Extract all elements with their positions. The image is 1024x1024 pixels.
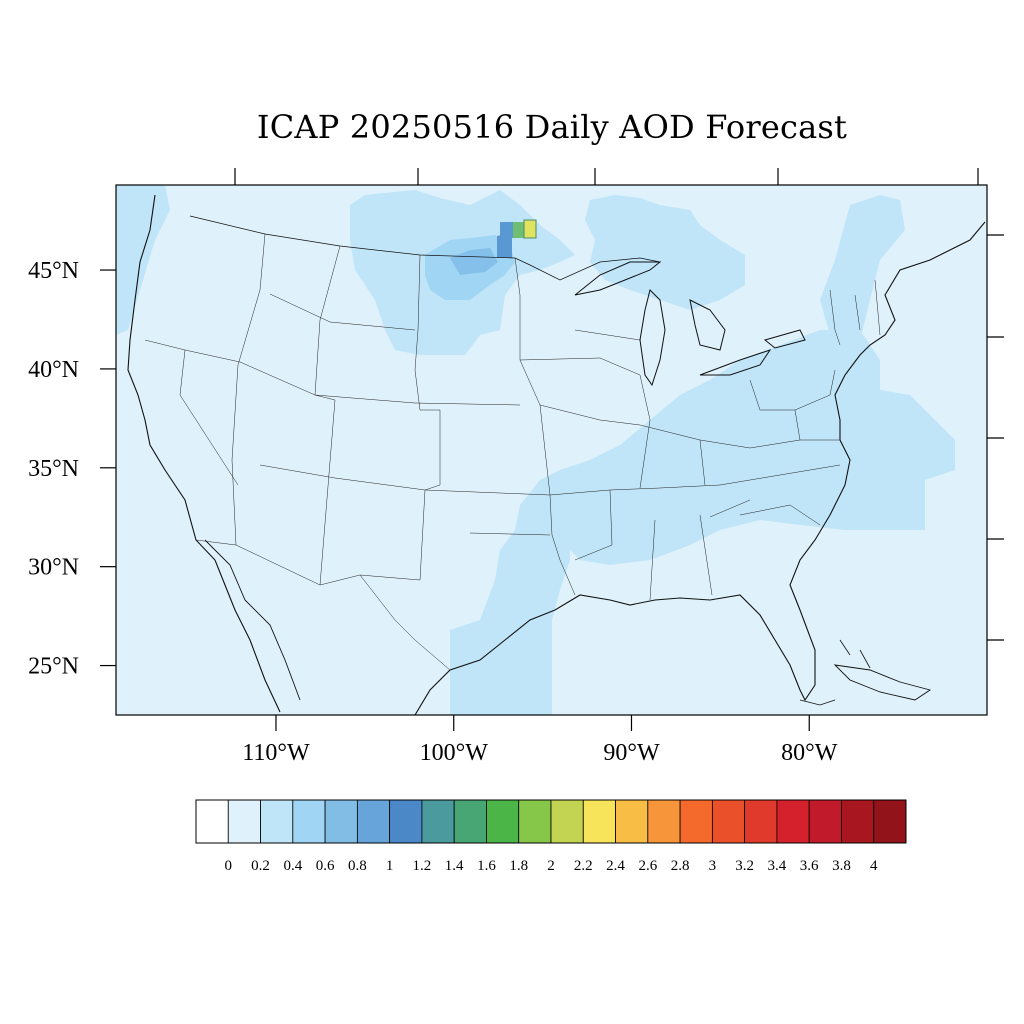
colorbar-swatch bbox=[389, 799, 423, 844]
gulf-coast bbox=[414, 221, 986, 715]
lon-tick-label: 90°W bbox=[603, 740, 660, 766]
lat-tick-label: 45°N bbox=[28, 258, 79, 284]
lat-tick-label: 35°N bbox=[28, 456, 79, 482]
colorbar-swatch bbox=[292, 799, 326, 844]
colorbar-swatch bbox=[486, 799, 520, 844]
aod-region-dakotas-core bbox=[450, 248, 498, 275]
lake-erie bbox=[699, 349, 772, 376]
colorbar: 0 0.2 0.4 0.6 0.8 1 1.2 1.4 1.6 1.8 2 2.2 2.4 2.6 2.8 3… bbox=[195, 799, 907, 874]
lake-ontario bbox=[763, 329, 806, 349]
aod-region-hotspot-green bbox=[513, 222, 524, 238]
colorbar-label: 2.4 bbox=[606, 858, 625, 874]
aod-region-east bbox=[560, 330, 955, 565]
aod-field bbox=[116, 185, 955, 715]
top-ticks bbox=[234, 168, 979, 185]
right-ticks bbox=[987, 234, 1004, 641]
colorbar-frame bbox=[195, 799, 907, 844]
colorbar-swatch bbox=[582, 799, 616, 844]
lat-tick-label: 40°N bbox=[28, 357, 79, 383]
colorbar-label: 2.6 bbox=[638, 858, 657, 874]
lon-tick-label: 80°W bbox=[781, 740, 838, 766]
florida-keys bbox=[799, 699, 836, 706]
lat-tick-label: 25°N bbox=[28, 654, 79, 680]
colorbar-label: 1.2 bbox=[413, 858, 432, 874]
colorbar-swatch bbox=[744, 799, 778, 844]
colorbar-swatch bbox=[711, 799, 746, 844]
aod-region-great-lakes bbox=[585, 195, 745, 310]
colorbar-label: 4 bbox=[870, 858, 878, 874]
colorbar-swatch bbox=[841, 799, 875, 844]
colorbar-swatch bbox=[324, 799, 358, 844]
colorbar-swatch bbox=[453, 799, 487, 844]
bahamas bbox=[839, 639, 871, 669]
colorbar-swatch bbox=[808, 799, 842, 844]
aod-region-red-river bbox=[497, 232, 512, 258]
aod-region-pacific-nw bbox=[116, 185, 170, 335]
colorbar-swatch bbox=[776, 799, 810, 844]
colorbar-swatch bbox=[615, 799, 649, 844]
lon-tick-label: 100°W bbox=[420, 740, 489, 766]
colorbar-swatch bbox=[550, 799, 584, 844]
colorbar-label: 0.4 bbox=[283, 858, 302, 874]
colorbar-swatch bbox=[873, 799, 907, 844]
latitude-axis: 45°N 40°N 35°N 30°N 25°N bbox=[28, 258, 116, 680]
colorbar-label: 0.2 bbox=[251, 858, 270, 874]
colorbar-swatch bbox=[227, 799, 261, 844]
baja-coast bbox=[204, 539, 301, 701]
aod-region-new-england bbox=[820, 195, 905, 340]
colorbar-swatch bbox=[679, 799, 713, 844]
aod-region-hotspot-yellow bbox=[523, 219, 537, 239]
colorbar-label: 3.8 bbox=[832, 858, 851, 874]
longitude-axis: 110°W 100°W 90°W 80°W bbox=[242, 715, 838, 766]
state-boundaries bbox=[144, 233, 881, 671]
colorbar-label: 1.6 bbox=[477, 858, 496, 874]
coastline-and-borders bbox=[127, 194, 986, 715]
colorbar-label: 3.4 bbox=[768, 858, 787, 874]
colorbar-swatch bbox=[356, 799, 391, 844]
cuba bbox=[833, 664, 932, 701]
map-frame bbox=[115, 184, 988, 716]
colorbar-label: 0.8 bbox=[348, 858, 367, 874]
colorbar-label: 0.6 bbox=[316, 858, 335, 874]
colorbar-label: 3.2 bbox=[735, 858, 754, 874]
pacific-coast bbox=[127, 194, 281, 713]
colorbar-label: 2.2 bbox=[574, 858, 593, 874]
colorbar-label: 3 bbox=[709, 858, 717, 874]
lat-tick-label: 30°N bbox=[28, 555, 79, 581]
colorbar-swatch bbox=[260, 799, 294, 844]
colorbar-swatch bbox=[421, 799, 455, 844]
colorbar-label: 2 bbox=[547, 858, 555, 874]
colorbar-label: 1 bbox=[386, 858, 394, 874]
colorbar-label: 1.8 bbox=[509, 858, 528, 874]
lake-michigan bbox=[639, 289, 666, 387]
lake-superior bbox=[574, 261, 662, 296]
aod-region-texas bbox=[450, 470, 570, 715]
lake-huron bbox=[689, 299, 726, 351]
colorbar-swatch bbox=[647, 799, 681, 844]
colorbar-label: 1.4 bbox=[445, 858, 464, 874]
map-title: ICAP 20250516 Daily AOD Forecast bbox=[256, 108, 848, 146]
colorbar-label: 0 bbox=[225, 858, 233, 874]
lon-tick-label: 110°W bbox=[242, 740, 310, 766]
colorbar-swatch bbox=[518, 799, 552, 844]
us-canada-border bbox=[189, 215, 661, 281]
colorbar-label: 3.6 bbox=[800, 858, 819, 874]
colorbar-label: 2.8 bbox=[671, 858, 690, 874]
aod-region-hotspot-blue bbox=[500, 222, 514, 238]
colorbar-swatch bbox=[195, 799, 229, 844]
